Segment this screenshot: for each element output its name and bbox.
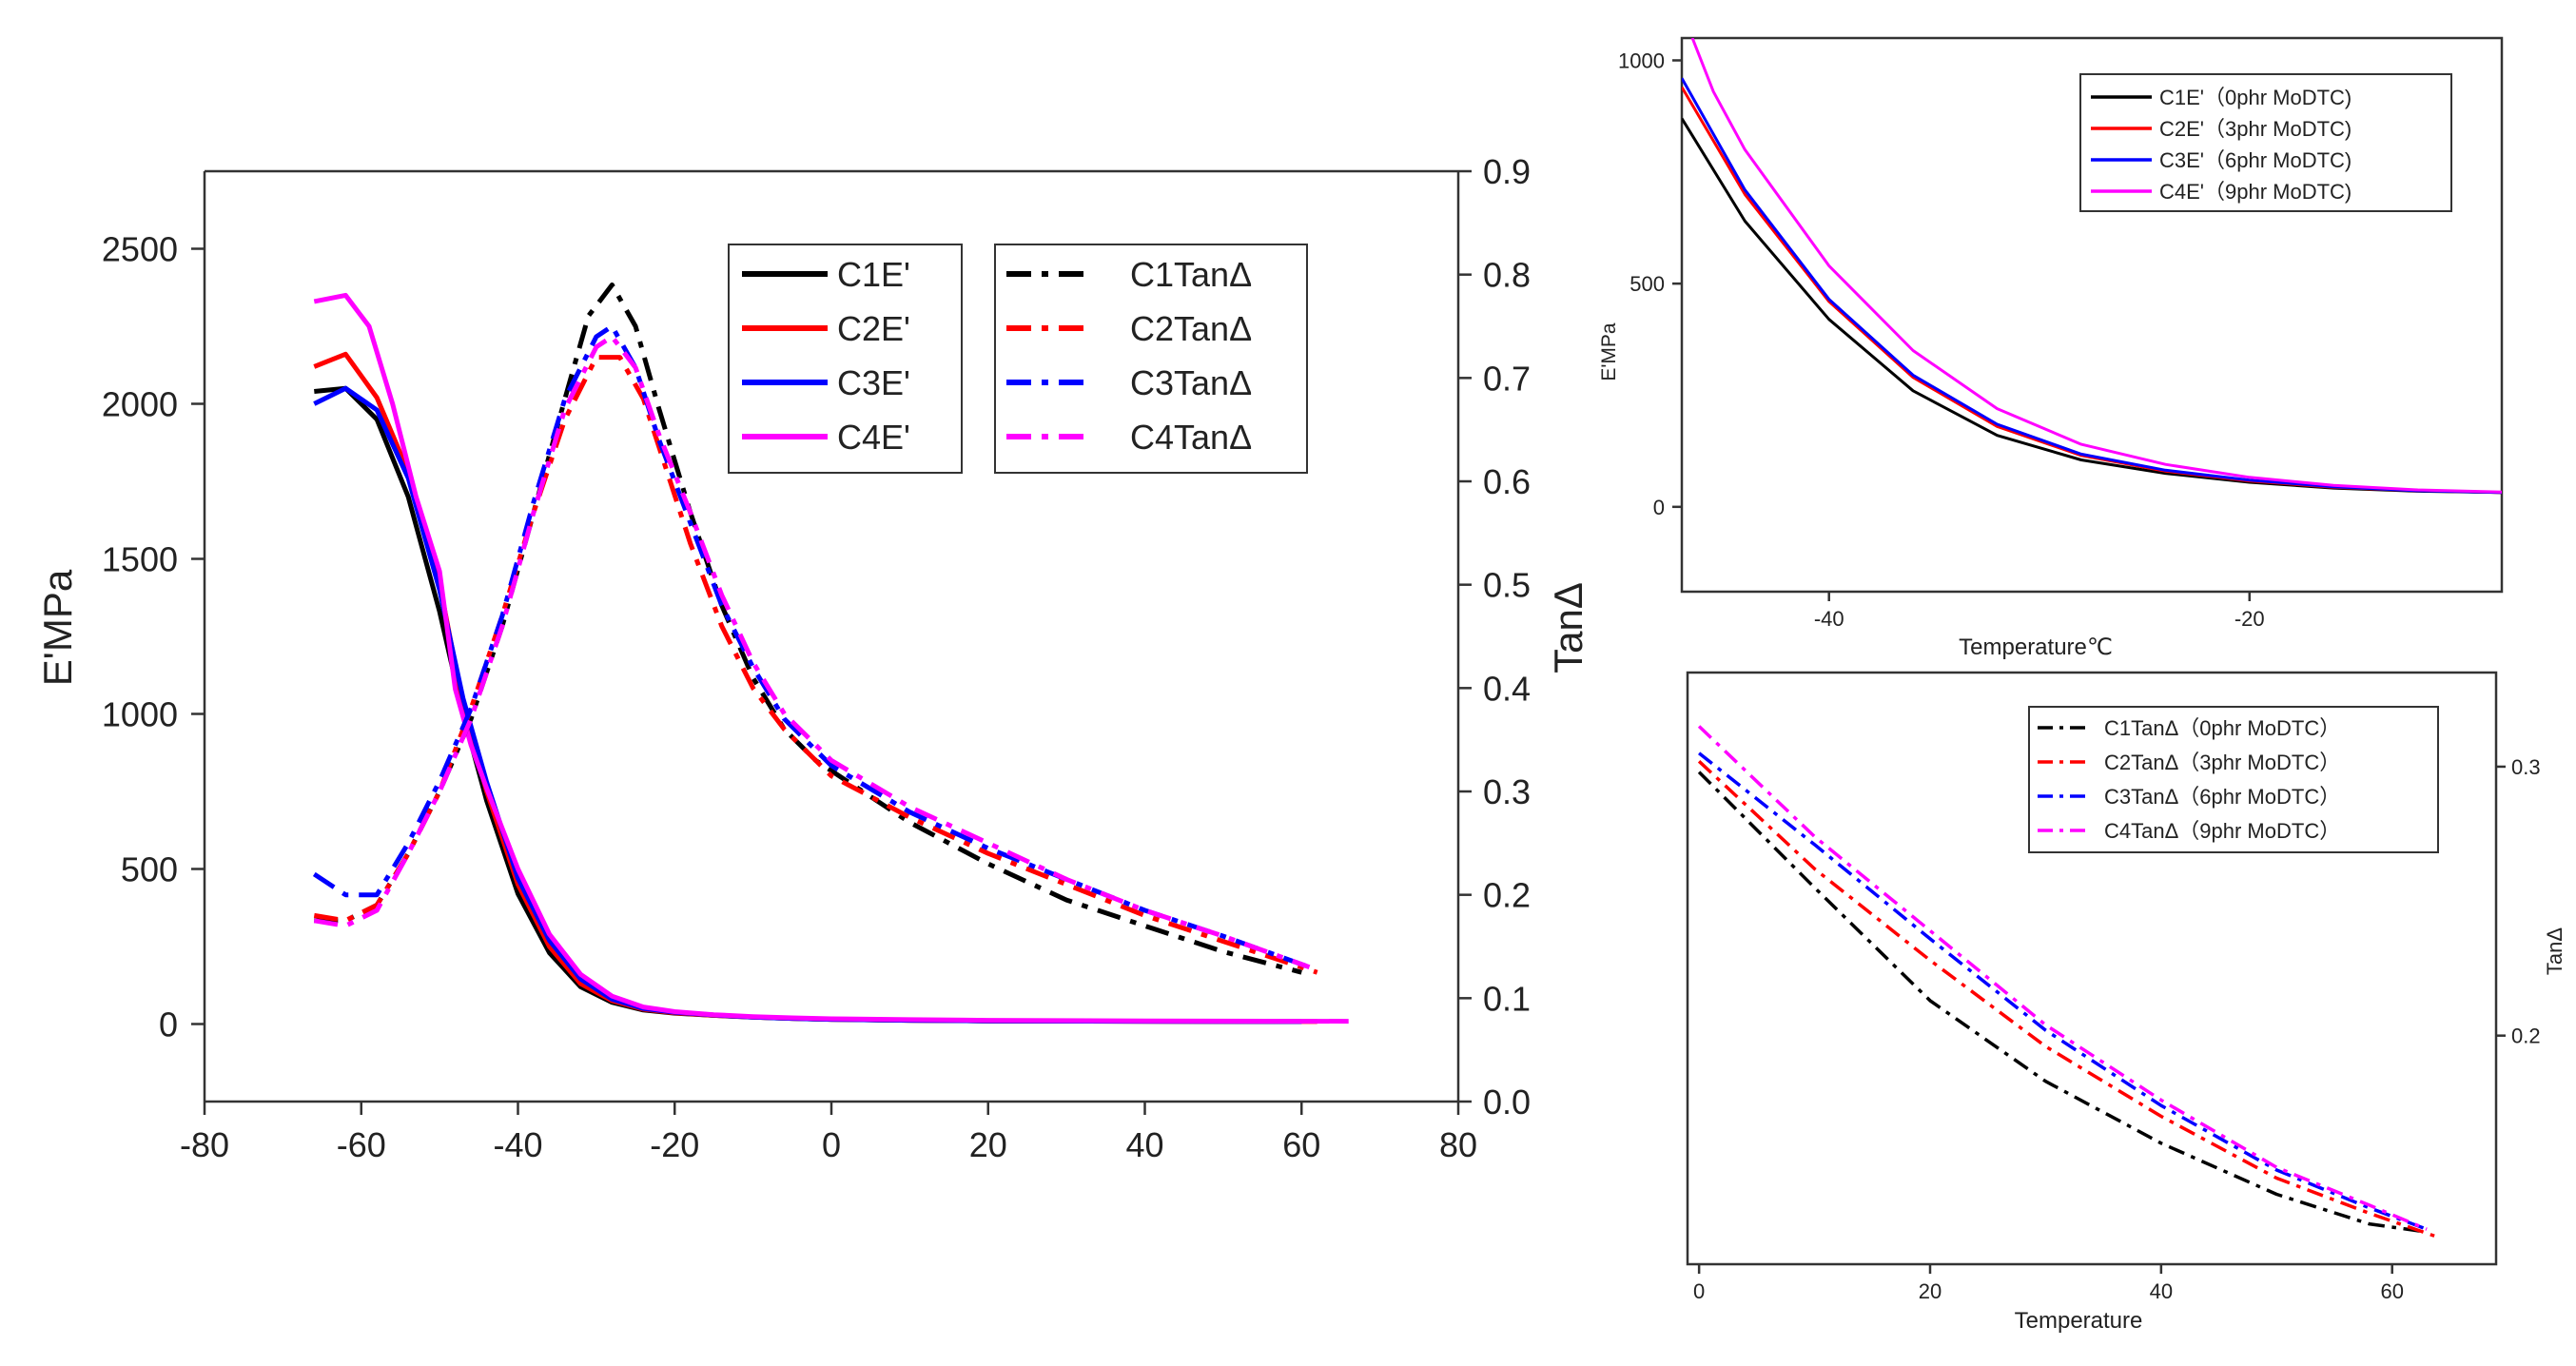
main-x-tick-label: -20	[650, 1125, 699, 1164]
inset2-x-tick-label: 20	[1919, 1279, 1942, 1303]
main-legend-left-label: C4E'	[837, 418, 910, 457]
main-series-c2tan	[313, 355, 1318, 975]
main-y-tick-label: 2000	[102, 385, 178, 424]
main-legend-right-label: C2TanΔ	[1130, 309, 1252, 348]
inset2-y-tick-label: 0.2	[2511, 1024, 2541, 1048]
inset1-plot-area	[1682, 38, 2502, 495]
inset2-y-tick-label: 0.3	[2511, 755, 2541, 779]
main-series-c1tan	[314, 283, 1302, 975]
inset2-series-c3tan-6phr-modtc	[1698, 751, 2428, 1231]
inset2-legend-box	[2028, 706, 2439, 853]
inset2-y-axis-label: TanΔ	[2543, 927, 2566, 975]
main-y2-tick-label: 0.7	[1483, 359, 1531, 398]
main-y2-tick-label: 0.8	[1483, 256, 1531, 295]
main-x-tick-label: -60	[337, 1125, 386, 1164]
main-y2-tick-label: 0.3	[1483, 772, 1531, 811]
inset2-x-tick-label: 40	[2150, 1279, 2173, 1303]
main-y-tick-label: 2500	[102, 230, 178, 269]
main-legend-right-label: C4TanΔ	[1130, 418, 1252, 457]
inset2-series-c4tan-9phr-modtc	[1697, 725, 2428, 1231]
main-y-axis-label: E'MPa	[35, 569, 80, 686]
main-chart: -80 -60 -40 -20 0 20 40 60 80 0 500 1000 1500 2000 250…	[35, 152, 1590, 1164]
main-x-tick-label: 0	[822, 1125, 841, 1164]
inset2-legend: C1TanΔ（0phr MoDTC） C2TanΔ（3phr MoDTC） C3Ta…	[2028, 706, 2439, 853]
main-legend-right-label: C1TanΔ	[1130, 255, 1252, 294]
inset1-x-tick-label: -40	[1814, 607, 1844, 631]
inset1-legend: C1E'（0phr MoDTC) C2E'（3phr MoDTC) C3E'（6ph…	[2079, 73, 2452, 212]
inset1-y-axis-label: E'MPa	[1598, 322, 1620, 381]
inset2-frame	[1686, 671, 2498, 1266]
main-x-tick-label: -80	[180, 1125, 229, 1164]
main-legend-left-label: C1E'	[837, 255, 910, 294]
main-y2-tick-label: 0.5	[1483, 566, 1531, 605]
main-y-tick-label: 1500	[102, 540, 178, 579]
main-series-c4tan	[313, 334, 1311, 970]
inset1-y-tick-label: 0	[1653, 496, 1665, 519]
inset-tandelta-chart: 0 20 40 60 0.2 0.3 TanΔ Temperature C1TanΔ（0p…	[1686, 671, 2566, 1334]
inset1-series-c4e-9phr-modtc	[1690, 38, 2502, 494]
inset-emodulus-chart: -40 -20 0 500 1000 E'MPa Temperature℃ C1E'（0…	[1598, 36, 2504, 660]
main-series-c4e	[313, 292, 1349, 1024]
main-y2-tick-label: 0.6	[1483, 462, 1531, 501]
inset2-series-c1tan-0phr-modtc	[1697, 771, 2428, 1234]
main-x-tick-label: 40	[1125, 1125, 1163, 1164]
main-y2-tick-label: 0.0	[1483, 1083, 1531, 1122]
inset2-legend-label: C2TanΔ（3phr MoDTC）	[2104, 751, 2340, 774]
main-y-tick-label: 500	[121, 850, 178, 889]
inset2-legend-label: C3TanΔ（6phr MoDTC）	[2104, 785, 2340, 809]
inset2-x-tick-label: 60	[2380, 1279, 2403, 1303]
inset1-legend-label: C2E'（3phr MoDTC)	[2159, 117, 2352, 141]
main-y2-tick-label: 0.1	[1483, 979, 1531, 1018]
main-x-tick-label: 80	[1439, 1125, 1477, 1164]
main-y2-tick-label: 0.9	[1483, 152, 1531, 191]
main-y2-tick-label: 0.2	[1483, 876, 1531, 915]
main-x-tick-label: -40	[493, 1125, 542, 1164]
main-y2-tick-label: 0.4	[1483, 669, 1531, 708]
main-legend-right-label: C3TanΔ	[1130, 363, 1252, 402]
main-x-tick-label: 60	[1282, 1125, 1320, 1164]
main-legend-left-label: C3E'	[837, 363, 910, 402]
inset1-legend-label: C1E'（0phr MoDTC)	[2159, 86, 2352, 109]
main-x-tick-label: 20	[969, 1125, 1007, 1164]
main-y2-axis-label: TanΔ	[1546, 582, 1590, 673]
inset2-x-tick-label: 0	[1693, 1279, 1705, 1303]
inset1-y-tick-label: 1000	[1618, 49, 1665, 72]
inset1-legend-label: C3E'（6phr MoDTC)	[2159, 148, 2352, 172]
inset1-frame	[1680, 36, 2504, 594]
inset2-legend-label: C4TanΔ（9phr MoDTC）	[2104, 819, 2340, 843]
inset2-legend-label: C1TanΔ（0phr MoDTC）	[2104, 716, 2340, 740]
main-legend-right: C1TanΔ C2TanΔ C3TanΔ C4TanΔ	[994, 244, 1308, 474]
inset1-y-tick-label: 500	[1630, 272, 1665, 296]
main-legend-left: C1E' C2E' C3E' C4E'	[728, 244, 963, 474]
inset2-x-axis-label: Temperature	[2015, 1308, 2143, 1334]
inset2-series-c2tan-3phr-modtc	[1697, 760, 2439, 1239]
main-y-tick-label: 1000	[102, 695, 178, 734]
inset1-legend-label: C4E'（9phr MoDTC)	[2159, 180, 2352, 204]
inset1-x-axis-label: Temperature℃	[1959, 634, 2113, 660]
main-legend-left-label: C2E'	[837, 309, 910, 348]
inset1-x-tick-label: -20	[2234, 607, 2265, 631]
main-y-tick-label: 0	[159, 1005, 178, 1044]
